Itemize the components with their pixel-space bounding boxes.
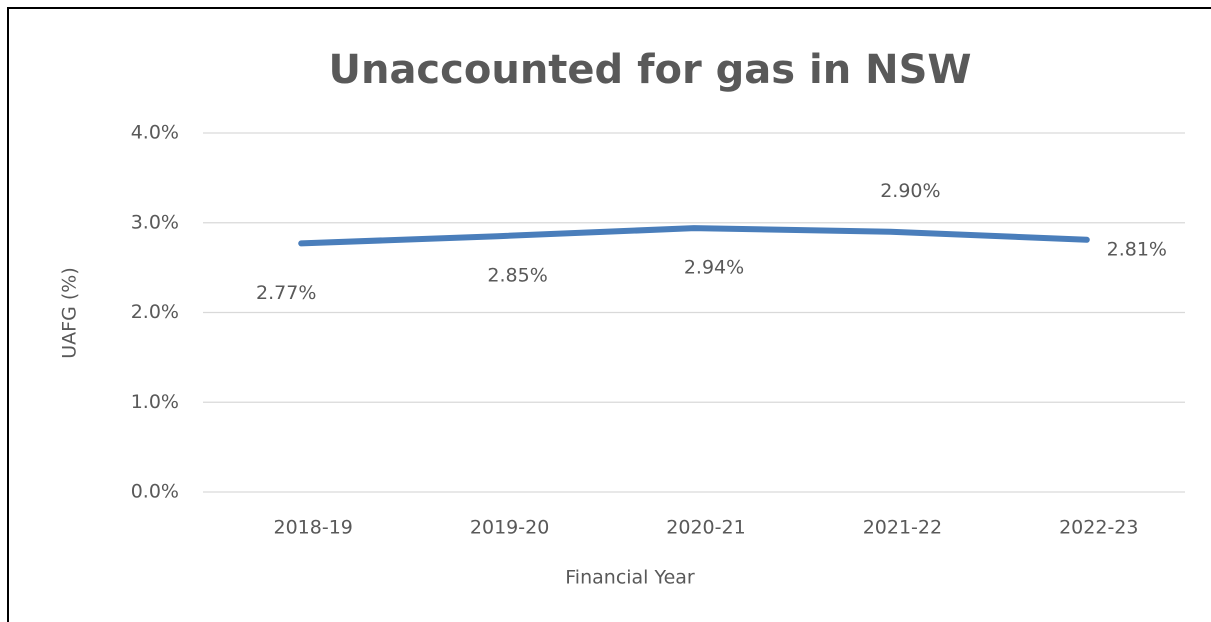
y-tick-label: 2.0% [131, 301, 179, 323]
x-tick-label: 2020-21 [666, 517, 745, 539]
data-label: 2.81% [1107, 238, 1167, 260]
x-tick-label: 2021-22 [863, 517, 942, 539]
data-label: 2.90% [880, 180, 940, 202]
y-tick-label: 3.0% [131, 211, 179, 233]
y-tick-label: 1.0% [131, 391, 179, 413]
data-label: 2.94% [684, 257, 744, 279]
x-tick-label: 2019-20 [470, 517, 549, 539]
data-label: 2.77% [256, 282, 316, 304]
y-axis-label: UAFG (%) [59, 267, 81, 358]
line [298, 225, 1090, 247]
x-tick-label: 2018-19 [274, 517, 353, 539]
chart-border [7, 7, 1211, 622]
y-tick-label: 4.0% [131, 122, 179, 144]
y-tick-label: 0.0% [131, 481, 179, 503]
x-tick-label: 2022-23 [1059, 517, 1138, 539]
chart-title: Unaccounted for gas in NSW [328, 47, 971, 93]
data-label: 2.85% [487, 265, 547, 287]
x-axis-label: Financial Year [565, 567, 695, 589]
